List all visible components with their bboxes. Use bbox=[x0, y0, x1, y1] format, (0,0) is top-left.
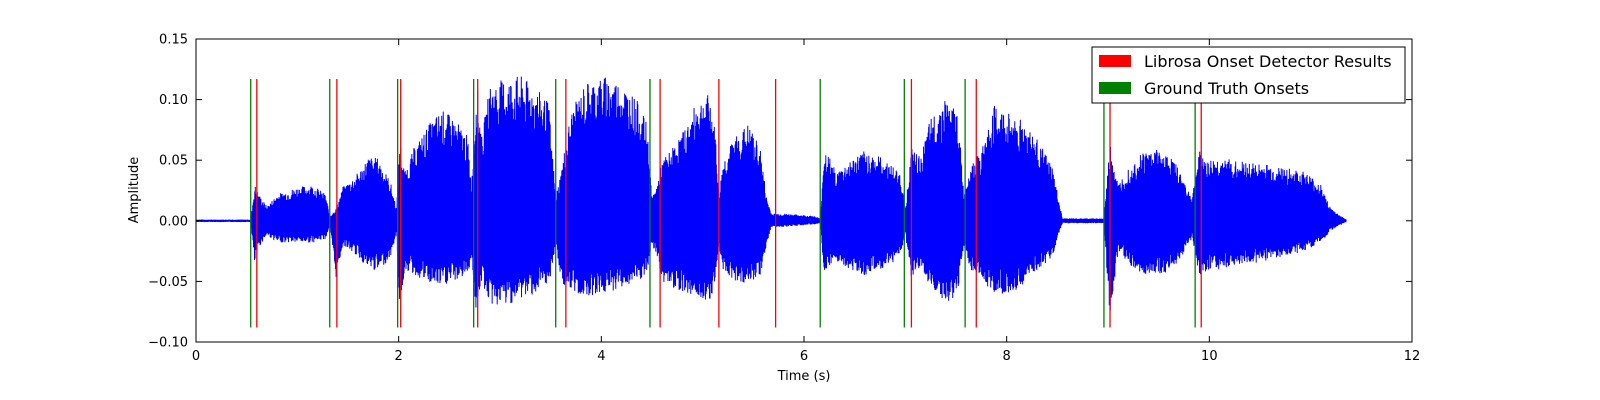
x-axis-title: Time (s) bbox=[777, 369, 831, 384]
y-tick-label: 0.15 bbox=[159, 33, 188, 48]
y-axis-title: Amplitude bbox=[127, 157, 142, 224]
y-tick-label: 0.05 bbox=[159, 154, 188, 169]
waveform-line bbox=[195, 76, 1347, 311]
y-tick-label: 0.00 bbox=[159, 214, 188, 229]
x-tick-label: 0 bbox=[192, 349, 200, 364]
waveform-layer bbox=[195, 76, 1347, 311]
legend-label-librosa: Librosa Onset Detector Results bbox=[1144, 52, 1392, 71]
legend-swatch-ground-truth bbox=[1099, 82, 1131, 94]
y-tick-label: 0.10 bbox=[159, 93, 188, 108]
legend-swatch-librosa bbox=[1099, 55, 1131, 67]
legend-label-ground-truth: Ground Truth Onsets bbox=[1144, 79, 1309, 98]
onset-layer bbox=[250, 78, 1202, 328]
x-tick-label: 4 bbox=[597, 349, 605, 364]
x-tick-label: 12 bbox=[1404, 349, 1421, 364]
y-tick-label: −0.10 bbox=[148, 336, 188, 351]
x-tick-label: 6 bbox=[800, 349, 808, 364]
x-tick-label: 10 bbox=[1201, 349, 1218, 364]
tick-layer: 0 2 4 6 8 10 12 −0.10 −0.05 0.00 0.05 0.10 0.15 bbox=[148, 33, 1420, 365]
x-tick-label: 8 bbox=[1003, 349, 1011, 364]
y-tick-label: −0.05 bbox=[148, 275, 188, 290]
legend-frame bbox=[1091, 46, 1406, 104]
legend: Librosa Onset Detector Results Ground Tr… bbox=[1091, 46, 1406, 104]
x-tick-label: 2 bbox=[395, 349, 403, 364]
